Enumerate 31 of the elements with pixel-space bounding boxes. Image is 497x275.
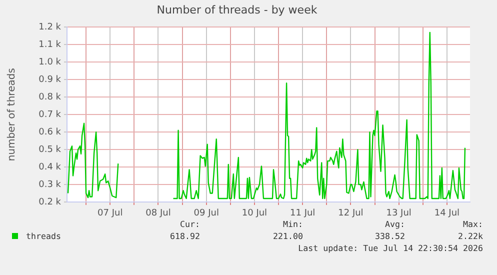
y-axis-title: number of threads bbox=[6, 68, 18, 162]
x-tick-label: 14 Jul bbox=[434, 208, 460, 219]
y-tick-label: 0.2 k bbox=[38, 197, 62, 208]
text: 2.22k bbox=[458, 231, 483, 241]
y-tick-label: 1.2 k bbox=[38, 22, 62, 33]
chart-title: Number of threads - by week bbox=[156, 3, 318, 16]
text: Min: bbox=[283, 219, 303, 229]
text: 221.00 bbox=[273, 231, 303, 241]
x-tick-label: 08 Jul bbox=[146, 208, 171, 219]
text: 618.92 bbox=[170, 231, 200, 241]
y-tick-label: 0.6 k bbox=[38, 127, 62, 138]
y-tick-label: 0.5 k bbox=[38, 144, 62, 155]
x-tick-label: 11 Jul bbox=[290, 208, 316, 219]
x-tick-label: 07 Jul bbox=[98, 208, 123, 219]
x-tick-label: 09 Jul bbox=[194, 208, 219, 219]
y-tick-label: 1.1 k bbox=[38, 40, 62, 50]
y-tick-label: 0.9 k bbox=[38, 74, 62, 85]
y-tick-label: 0.4 k bbox=[38, 162, 62, 172]
x-tick-label: 12 Jul bbox=[338, 208, 364, 219]
legend-label: threads bbox=[26, 231, 61, 241]
y-tick-label: 0.3 k bbox=[38, 180, 62, 190]
text: Max: bbox=[463, 219, 483, 229]
text: Cur: bbox=[180, 219, 200, 229]
x-tick-label: 10 Jul bbox=[242, 208, 268, 219]
text: Last update: Tue Jul 14 22:30:54 2026 bbox=[298, 243, 483, 253]
text: Avg: bbox=[385, 219, 405, 229]
y-tick-label: 1.0 k bbox=[38, 58, 62, 68]
y-tick-label: 0.8 k bbox=[38, 92, 62, 102]
x-tick-label: 13 Jul bbox=[386, 208, 412, 219]
text: 338.52 bbox=[375, 231, 405, 241]
y-tick-label: 0.7 k bbox=[38, 110, 62, 120]
